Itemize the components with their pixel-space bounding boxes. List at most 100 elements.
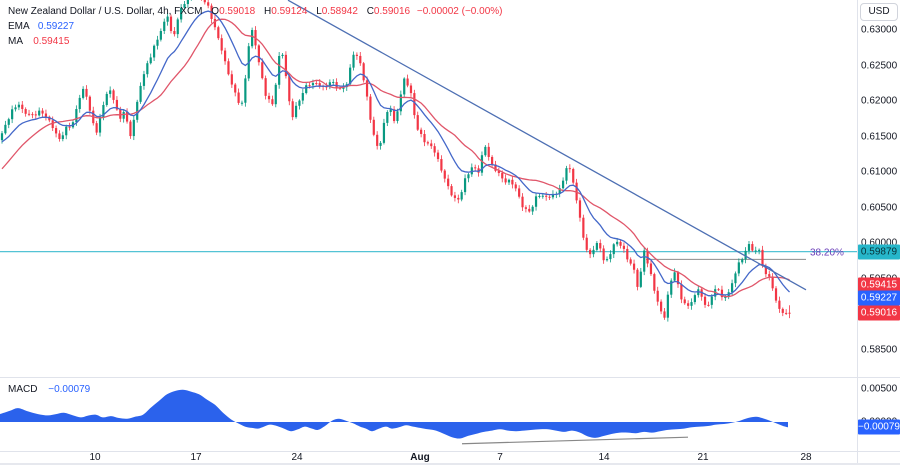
price-axis-tick: 0.60000 bbox=[861, 237, 898, 249]
price-axis-tick: 0.60500 bbox=[861, 202, 898, 213]
ma-line[interactable] bbox=[1, 18, 790, 298]
candle-body bbox=[484, 146, 487, 156]
candle-body bbox=[420, 129, 423, 134]
low-label: L bbox=[316, 6, 322, 17]
candle-body bbox=[389, 109, 392, 113]
candle-body bbox=[251, 30, 254, 47]
candle-body bbox=[294, 105, 298, 118]
candle-body bbox=[153, 45, 156, 58]
ma-indicator-row[interactable]: MA 0.59415 bbox=[8, 34, 502, 49]
candle-body bbox=[41, 110, 44, 114]
candle-body bbox=[707, 304, 710, 306]
candle-body bbox=[34, 114, 37, 116]
time-axis-label: 14 bbox=[598, 452, 610, 463]
candle-body bbox=[426, 142, 429, 144]
candle-body bbox=[602, 248, 605, 261]
candle-body bbox=[284, 54, 288, 77]
change-value: −0.00002 (−0.00%) bbox=[416, 6, 503, 17]
candle-body bbox=[379, 142, 382, 146]
candle-body bbox=[17, 104, 20, 108]
ma-label: MA bbox=[8, 36, 23, 47]
candle-body bbox=[491, 156, 494, 165]
candle-body bbox=[643, 250, 646, 272]
candle-body bbox=[541, 195, 544, 197]
candle-body bbox=[386, 112, 389, 123]
candle-body bbox=[754, 250, 757, 252]
macd-indicator-row[interactable]: MACD −0.00079 bbox=[8, 384, 90, 395]
candle-body bbox=[433, 146, 436, 153]
candle-body bbox=[507, 179, 511, 183]
symbol-row[interactable]: New Zealand Dollar / U.S. Dollar, 4h, FX… bbox=[8, 4, 502, 19]
candle-body bbox=[271, 99, 274, 105]
candle-body bbox=[423, 133, 426, 143]
candle-body bbox=[54, 128, 58, 134]
ema-line[interactable] bbox=[1, 10, 791, 297]
candle-body bbox=[207, 2, 210, 6]
candle-body bbox=[291, 101, 294, 118]
candle-body bbox=[139, 85, 142, 102]
candle-body bbox=[48, 116, 51, 121]
candle-body bbox=[551, 194, 555, 198]
candle-body bbox=[372, 119, 375, 135]
currency-toggle-button[interactable]: USD bbox=[860, 3, 898, 21]
candle-body bbox=[440, 159, 443, 171]
candle-body bbox=[548, 196, 551, 198]
candle-body bbox=[480, 155, 484, 173]
candle-body bbox=[278, 55, 281, 85]
candle-body bbox=[687, 303, 690, 306]
candle-body bbox=[332, 82, 335, 84]
candle-body bbox=[592, 249, 595, 255]
candle-body bbox=[65, 126, 68, 136]
candle-body bbox=[7, 119, 10, 125]
candle-body bbox=[724, 297, 727, 299]
candle-body bbox=[223, 50, 227, 62]
ema-indicator-row[interactable]: EMA 0.59227 bbox=[8, 19, 502, 34]
candle-body bbox=[24, 109, 27, 114]
time-axis[interactable]: 10 17 24 Aug 7 14 21 28 bbox=[0, 451, 900, 465]
candle-body bbox=[136, 101, 139, 120]
candle-body bbox=[142, 74, 146, 86]
price-tag-ma: 0.59415 bbox=[858, 277, 900, 292]
trendline[interactable] bbox=[287, 0, 807, 291]
price-axis[interactable]: 0.63000 0.62500 0.62000 0.61500 0.61000 0.605… bbox=[858, 0, 900, 451]
fib-retracement-label[interactable]: 38.20% bbox=[810, 247, 844, 259]
candle-body bbox=[409, 85, 413, 94]
candle-body bbox=[27, 113, 31, 115]
candle-body bbox=[595, 243, 598, 250]
candle-body bbox=[609, 254, 612, 260]
time-axis-label: 24 bbox=[291, 452, 303, 463]
close-value: 0.59016 bbox=[373, 6, 411, 17]
candle-body bbox=[115, 99, 119, 110]
macd-label: MACD bbox=[8, 384, 38, 395]
candle-body bbox=[156, 39, 159, 46]
candle-body bbox=[75, 109, 78, 123]
candle-body bbox=[737, 262, 740, 274]
candle-body bbox=[173, 31, 176, 35]
candle-body bbox=[274, 84, 277, 105]
macd-trendline[interactable] bbox=[461, 436, 689, 445]
candle-body bbox=[632, 263, 636, 270]
candle-body bbox=[518, 188, 521, 197]
candle-body bbox=[616, 241, 619, 245]
candle-body bbox=[288, 76, 291, 102]
candle-body bbox=[430, 143, 433, 147]
candle-body bbox=[717, 289, 720, 291]
candle-body bbox=[612, 244, 615, 255]
time-axis-label: 28 bbox=[800, 452, 812, 463]
candle-body bbox=[511, 179, 514, 185]
candle-body bbox=[703, 296, 707, 305]
candle-body bbox=[636, 269, 639, 287]
candle-body bbox=[98, 117, 102, 133]
symbol-title[interactable]: New Zealand Dollar / U.S. Dollar, 4h, FX… bbox=[8, 6, 203, 17]
candle-body bbox=[521, 196, 524, 208]
candle-body bbox=[605, 259, 609, 261]
candle-body bbox=[61, 135, 64, 140]
price-axis-tick: 0.61500 bbox=[861, 131, 898, 142]
candle-body bbox=[14, 107, 17, 110]
candle-body bbox=[301, 93, 304, 101]
candle-body bbox=[311, 83, 315, 86]
candle-body bbox=[355, 54, 358, 56]
candle-body bbox=[501, 173, 504, 179]
candle-body bbox=[534, 196, 538, 207]
